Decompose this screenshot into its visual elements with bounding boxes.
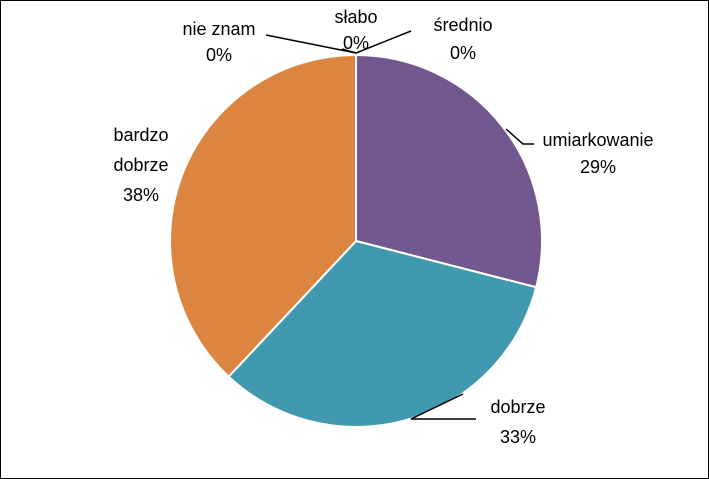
data-label-srednio: średnio 0% (433, 15, 492, 63)
data-label-category: słabo (334, 7, 377, 27)
data-label-category: bardzo (113, 125, 168, 145)
data-label-slabo: słabo 0% (334, 7, 377, 53)
data-label-dobrze: dobrze 33% (490, 397, 545, 447)
pie-slice-bardzo-dobrze (169, 53, 357, 379)
data-labels: słabo 0% średnio 0% umiarkowanie 29% dobrze 33%… (113, 7, 653, 447)
data-label-value: 29% (580, 157, 616, 177)
data-label-nie-znam: nie znam 0% (182, 19, 255, 65)
data-label-value: 0% (450, 43, 476, 63)
leader-line-nie-znam (265, 34, 357, 54)
data-label-bardzo-dobrze: bardzo dobrze 38% (113, 125, 168, 205)
data-label-umiarkowanie: umiarkowanie 29% (542, 130, 653, 177)
data-label-category: nie znam (182, 19, 255, 39)
leader-line-srednio (355, 30, 412, 54)
data-label-category: umiarkowanie (542, 130, 653, 150)
pie-slice-umiarkowanie (355, 53, 543, 289)
pie-slice-dobrze (227, 239, 538, 428)
data-label-value: 38% (123, 185, 159, 205)
data-label-category: średnio (433, 15, 492, 35)
leader-line-dobrze (410, 393, 476, 420)
data-label-category: dobrze (113, 155, 168, 175)
data-label-value: 0% (343, 33, 369, 53)
data-label-value: 33% (500, 427, 536, 447)
leader-line-umiarkowanie (505, 128, 534, 145)
pie-slices (169, 53, 543, 428)
data-label-value: 0% (206, 45, 232, 65)
data-label-category: dobrze (490, 397, 545, 417)
leader-lines (265, 30, 534, 420)
